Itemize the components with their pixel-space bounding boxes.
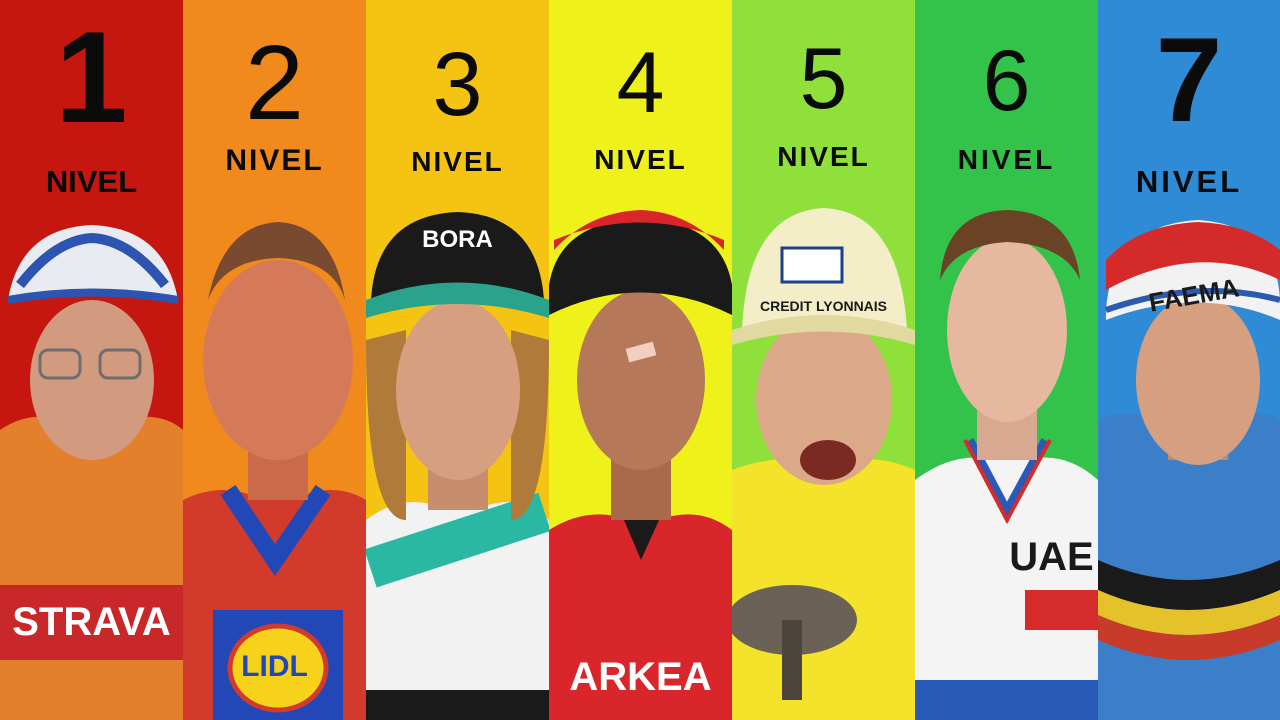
level-number: 5: [799, 31, 848, 127]
level-number: 2: [245, 24, 304, 142]
level-label: NIVEL: [957, 144, 1056, 175]
jersey-shape: [915, 457, 1098, 720]
cap: [549, 218, 732, 315]
level-6-panel: 6 NIVEL UAE: [915, 0, 1098, 720]
rider-photo: LIDL: [183, 0, 366, 720]
face: [1136, 295, 1260, 465]
level-number: 1: [55, 4, 128, 150]
face: [30, 300, 154, 460]
lidl-logo: [227, 623, 329, 713]
cap-text: BORA: [422, 226, 493, 253]
level-label: NIVEL: [225, 144, 324, 177]
cap-text: CREDIT LYONNAIS: [759, 298, 888, 314]
level-1-panel: 1 NIVEL STRAVA: [0, 0, 183, 720]
sponsor-text: UAE: [1009, 535, 1094, 579]
helmet: [8, 225, 178, 300]
level-label: NIVEL: [45, 164, 138, 199]
level-label: NIVEL: [594, 144, 687, 175]
jersey-shape: [732, 458, 915, 720]
sponsor-text: ARKEA: [569, 655, 712, 699]
sponsor-text: STRAVA: [12, 600, 171, 644]
cap: [371, 212, 544, 300]
level-number: 3: [432, 35, 483, 135]
face: [947, 238, 1067, 422]
rider-photo: ARKEA: [549, 0, 732, 720]
jersey-shape: [0, 416, 183, 720]
level-label: NIVEL: [777, 141, 870, 172]
rider-photo: UAE: [915, 0, 1098, 720]
level-5-panel: 5 NIVEL CREDIT LYONNAIS: [732, 0, 915, 720]
sponsor-text: LIDL: [241, 650, 308, 683]
face: [756, 315, 892, 485]
face: [396, 300, 520, 480]
level-number: 6: [982, 33, 1031, 129]
rider-photo: CREDIT LYONNAIS: [732, 0, 915, 720]
face: [577, 290, 705, 470]
level-label: NIVEL: [411, 146, 504, 177]
level-2-panel: 2 NIVEL LIDL: [183, 0, 366, 720]
face: [203, 260, 353, 460]
level-7-panel: 7 NIVEL FAEMA: [1098, 0, 1280, 720]
rider-photo: BORA: [366, 0, 549, 720]
level-4-panel: 4 NIVEL ARKEA: [549, 0, 732, 720]
jersey-shape: [549, 514, 732, 720]
rider-photo: FAEMA: [1098, 0, 1280, 720]
level-number: 4: [616, 35, 665, 131]
level-label: NIVEL: [1135, 164, 1243, 199]
level-3-panel: 3 NIVEL BORA: [366, 0, 549, 720]
sponsor-band: [0, 585, 183, 660]
rider-photo: STRAVA: [0, 0, 183, 720]
level-number: 7: [1155, 13, 1223, 147]
